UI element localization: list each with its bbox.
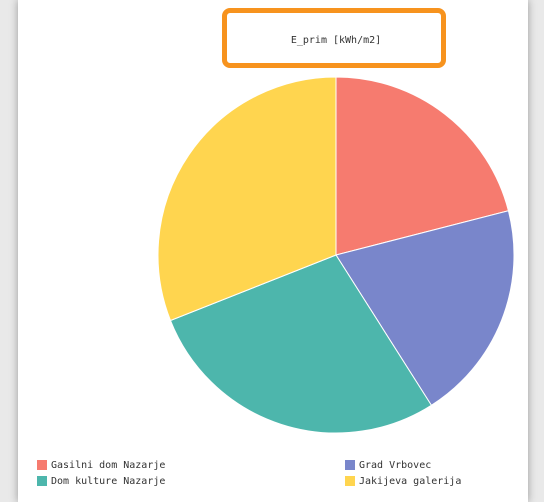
legend-label: Dom kulture Nazarje [51, 476, 165, 487]
legend-swatch [345, 476, 355, 486]
legend-swatch [345, 460, 355, 470]
legend-swatch [37, 460, 47, 470]
chart-title: E_prim [kWh/m2] [291, 35, 381, 46]
legend-label: Grad Vrbovec [359, 460, 431, 471]
pie-slice [335, 210, 515, 406]
legend-label: Jakijeva galerija [359, 476, 461, 487]
pie-slice [157, 76, 337, 322]
legend-label: Gasilni dom Nazarje [51, 460, 165, 471]
legend-swatch [37, 476, 47, 486]
pie-slice [169, 254, 433, 434]
pie-slice [335, 76, 510, 256]
highlight-box [222, 8, 446, 68]
